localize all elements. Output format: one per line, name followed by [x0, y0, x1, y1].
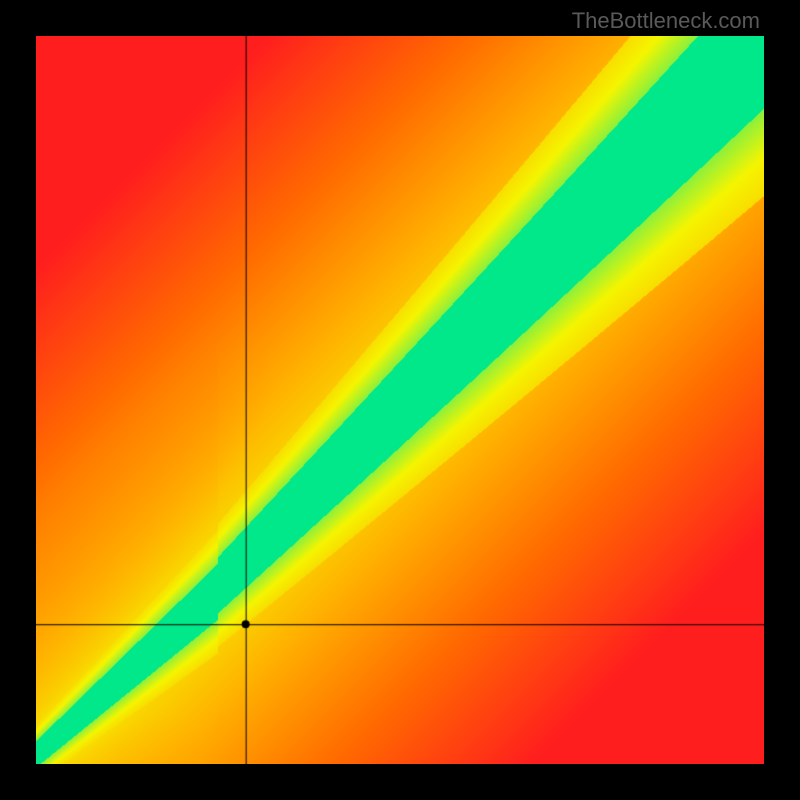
watermark-text: TheBottleneck.com [572, 8, 760, 34]
bottleneck-heatmap-canvas [36, 36, 764, 764]
bottleneck-heatmap-container [36, 36, 764, 764]
